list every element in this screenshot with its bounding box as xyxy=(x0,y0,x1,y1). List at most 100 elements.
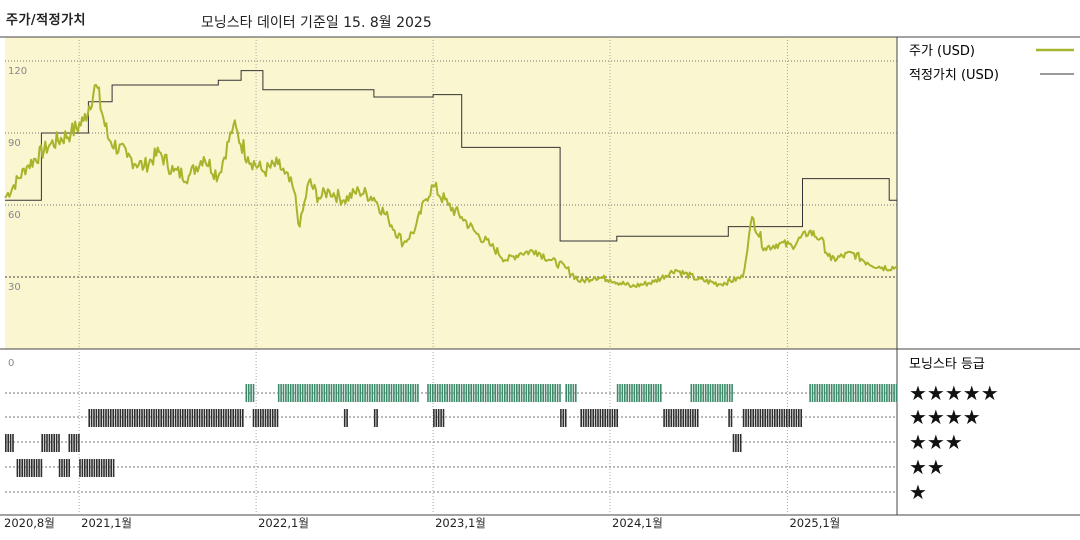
rating-5-star-bar xyxy=(518,384,520,402)
rating-5-star-bar xyxy=(340,384,342,402)
rating-5-star-bar xyxy=(833,384,835,402)
x-tick-label: 2022,1월 xyxy=(258,516,309,530)
rating-4-star-bar xyxy=(136,409,138,427)
rating-5-star-bar xyxy=(456,384,458,402)
rating-5-star-bar xyxy=(325,384,328,402)
rating-legend: ★★★★★★★★★★★★★★★ xyxy=(909,381,999,504)
rating-5-star-bar xyxy=(716,384,719,402)
rating-4-star-bar xyxy=(213,409,215,427)
rating-3-star-bar xyxy=(735,434,737,452)
rating-4-star-bar xyxy=(696,409,699,427)
rating-2-star-bar xyxy=(79,459,81,477)
rating-5-star-bar xyxy=(636,384,638,402)
rating-4-star-bar xyxy=(689,409,692,427)
rating-3-star-bar xyxy=(43,434,46,452)
rating-5-star-bar xyxy=(633,384,636,402)
rating-5-star-bar xyxy=(349,384,352,402)
rating-5-star-bar xyxy=(301,384,304,402)
rating-4-star-bar xyxy=(174,409,177,427)
rating-5-star-bar xyxy=(692,384,695,402)
rating-5-star-bar xyxy=(316,384,318,402)
rating-2-star-bar xyxy=(31,459,33,477)
rating-5-star-bar xyxy=(881,384,883,402)
rating-4-star-bar xyxy=(728,409,730,427)
x-tick-label: 2023,1월 xyxy=(435,516,486,530)
rating-5-star-bar xyxy=(888,384,891,402)
rating-2-star-bar xyxy=(84,459,86,477)
rating-5-star-bar xyxy=(429,384,432,402)
rating-4-star-bar xyxy=(564,409,567,427)
rating-4-star-bar xyxy=(562,409,565,427)
rating-5-star-bar xyxy=(845,384,847,402)
rating-4-star-bar xyxy=(225,409,227,427)
rating-2-star-bar xyxy=(28,459,31,477)
price-line xyxy=(4,84,898,289)
rating-5-star-bar xyxy=(714,384,717,402)
rating-4-star-bar xyxy=(126,409,129,427)
rating-3-star-bar xyxy=(78,434,80,452)
rating-5-star-bar xyxy=(292,384,294,402)
rating-4-star-bar xyxy=(440,409,442,427)
rating-5-star-bar xyxy=(468,384,470,402)
rating-5-star-bar xyxy=(359,384,362,402)
rating-5-star-bar xyxy=(311,384,314,402)
rating-5-star-bar xyxy=(835,384,838,402)
rating-5-star-bar xyxy=(427,384,429,402)
rating-3-star-bar xyxy=(9,434,12,452)
rating-4-star-bar xyxy=(774,409,776,427)
y-tick-label: 30 xyxy=(8,282,21,293)
rating-5-star-bar xyxy=(477,384,480,402)
rating-4-star-bar xyxy=(230,409,232,427)
rating-5-star-bar xyxy=(840,384,843,402)
rating-4-star-bar xyxy=(745,409,747,427)
rating-5-star-bar xyxy=(724,384,726,402)
rating-2-star-bar xyxy=(38,459,40,477)
rating-4-star-bar xyxy=(93,409,95,427)
rating-5-star-bar xyxy=(366,384,369,402)
rating-5-star-bar xyxy=(619,384,621,402)
rating-5-star-bar xyxy=(460,384,463,402)
rating-4-star-bar xyxy=(105,409,107,427)
rating-4-star-bar xyxy=(692,409,694,427)
rating-5-star-bar xyxy=(439,384,441,402)
rating-5-star-bar xyxy=(709,384,712,402)
rating-2-star-bar xyxy=(19,459,21,477)
rating-4-star-bar xyxy=(694,409,697,427)
rating-4-star-bar xyxy=(684,409,687,427)
rating-4-star-bar xyxy=(191,409,194,427)
rating-4-star-bar xyxy=(754,409,757,427)
rating-5-star-bar xyxy=(361,384,364,402)
rating-4-star-bar xyxy=(167,409,170,427)
rating-4-star-bar xyxy=(222,409,225,427)
rating-5-star-bar xyxy=(342,384,345,402)
rating-2-star-bar xyxy=(108,459,110,477)
rating-5-star-bar xyxy=(695,384,697,402)
rating-2-star-bar xyxy=(81,459,84,477)
rating-5-star-bar xyxy=(570,384,572,402)
rating-5-star-bar xyxy=(886,384,888,402)
rating-2-star-bar xyxy=(66,459,68,477)
rating-2-star-bar xyxy=(33,459,35,477)
rating-4-star-bar xyxy=(194,409,196,427)
rating-4-star-bar xyxy=(257,409,260,427)
rating-5-star-bar xyxy=(864,384,867,402)
rating-4-star-bar xyxy=(206,409,208,427)
rating-5-star-bar xyxy=(492,384,494,402)
rating-5-star-bar xyxy=(532,384,535,402)
rating-5-star-bar xyxy=(414,384,417,402)
rating-5-star-bar xyxy=(530,384,532,402)
rating-5-star-bar xyxy=(616,384,619,402)
rating-4-star-bar xyxy=(131,409,134,427)
rating-4-star-bar xyxy=(587,409,590,427)
rating-3-star-bar xyxy=(58,434,60,452)
rating-5-star-bar xyxy=(712,384,714,402)
rating-5-star-bar xyxy=(345,384,347,402)
rating-4-star-bar xyxy=(771,409,774,427)
rating-4-star-bar xyxy=(184,409,186,427)
legend-rating-title: 모닝스타 등급 xyxy=(909,357,985,372)
rating-5-star-bar xyxy=(549,384,552,402)
rating-4-star-bar xyxy=(582,409,585,427)
rating-5-star-bar xyxy=(347,384,350,402)
rating-4-star-bar xyxy=(750,409,752,427)
rating-4-star-bar xyxy=(150,409,153,427)
